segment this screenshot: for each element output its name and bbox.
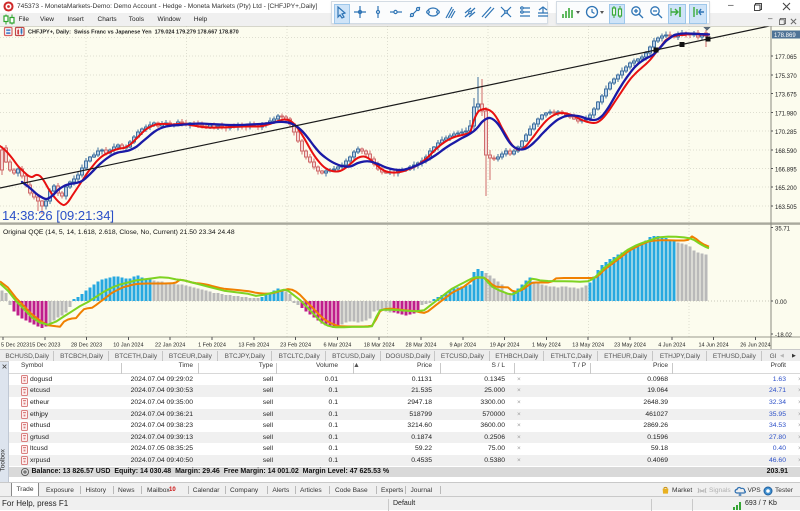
svg-text:178.869: 178.869 xyxy=(774,33,796,39)
svg-text:170.285: 170.285 xyxy=(775,130,797,136)
svg-text:4 Jun 2024: 4 Jun 2024 xyxy=(658,343,685,349)
svg-text:177.065: 177.065 xyxy=(775,55,797,61)
svg-text:0.00: 0.00 xyxy=(775,300,787,306)
svg-text:22 Jan 2024: 22 Jan 2024 xyxy=(155,343,185,349)
svg-text:13 Feb 2024: 13 Feb 2024 xyxy=(238,343,269,349)
svg-text:1 May 2024: 1 May 2024 xyxy=(532,343,561,349)
svg-text:19 Apr 2024: 19 Apr 2024 xyxy=(490,343,520,349)
svg-text:18 Mar 2024: 18 Mar 2024 xyxy=(364,343,395,349)
svg-text:14 Jun 2024: 14 Jun 2024 xyxy=(698,343,728,349)
svg-text:-18.02: -18.02 xyxy=(775,333,793,339)
svg-text:163.505: 163.505 xyxy=(775,205,797,211)
svg-text:23 Feb 2024: 23 Feb 2024 xyxy=(280,343,311,349)
svg-text:5 Dec 2023: 5 Dec 2023 xyxy=(1,343,29,349)
svg-text:1 Feb 2024: 1 Feb 2024 xyxy=(198,343,226,349)
svg-text:9 Apr 2024: 9 Apr 2024 xyxy=(449,343,476,349)
svg-text:166.895: 166.895 xyxy=(775,168,797,174)
svg-text:26 Jun 2024: 26 Jun 2024 xyxy=(740,343,770,349)
svg-text:13 May 2024: 13 May 2024 xyxy=(572,343,604,349)
svg-text:175.370: 175.370 xyxy=(775,74,797,80)
svg-text:15 Dec 2023: 15 Dec 2023 xyxy=(29,343,60,349)
svg-text:10 Jan 2024: 10 Jan 2024 xyxy=(113,343,143,349)
svg-text:28 Mar 2024: 28 Mar 2024 xyxy=(406,343,437,349)
svg-text:35.71: 35.71 xyxy=(775,227,791,233)
svg-text:CHFJPY+, Daily: Swiss Franc v: CHFJPY+, Daily: Swiss Franc vs Japanese … xyxy=(28,30,239,36)
svg-text:23 May 2024: 23 May 2024 xyxy=(614,343,646,349)
svg-text:171.980: 171.980 xyxy=(775,111,797,117)
svg-text:14:38:26 [09:21:34]: 14:38:26 [09:21:34] xyxy=(2,208,114,223)
svg-text:6 Mar 2024: 6 Mar 2024 xyxy=(323,343,351,349)
svg-text:Original QQE (14, 5, 14, 1.618: Original QQE (14, 5, 14, 1.618, 2.618, C… xyxy=(3,229,235,236)
svg-text:173.675: 173.675 xyxy=(775,93,797,99)
svg-text:165.200: 165.200 xyxy=(775,186,797,192)
svg-text:168.590: 168.590 xyxy=(775,149,797,155)
svg-text:28 Dec 2023: 28 Dec 2023 xyxy=(71,343,102,349)
